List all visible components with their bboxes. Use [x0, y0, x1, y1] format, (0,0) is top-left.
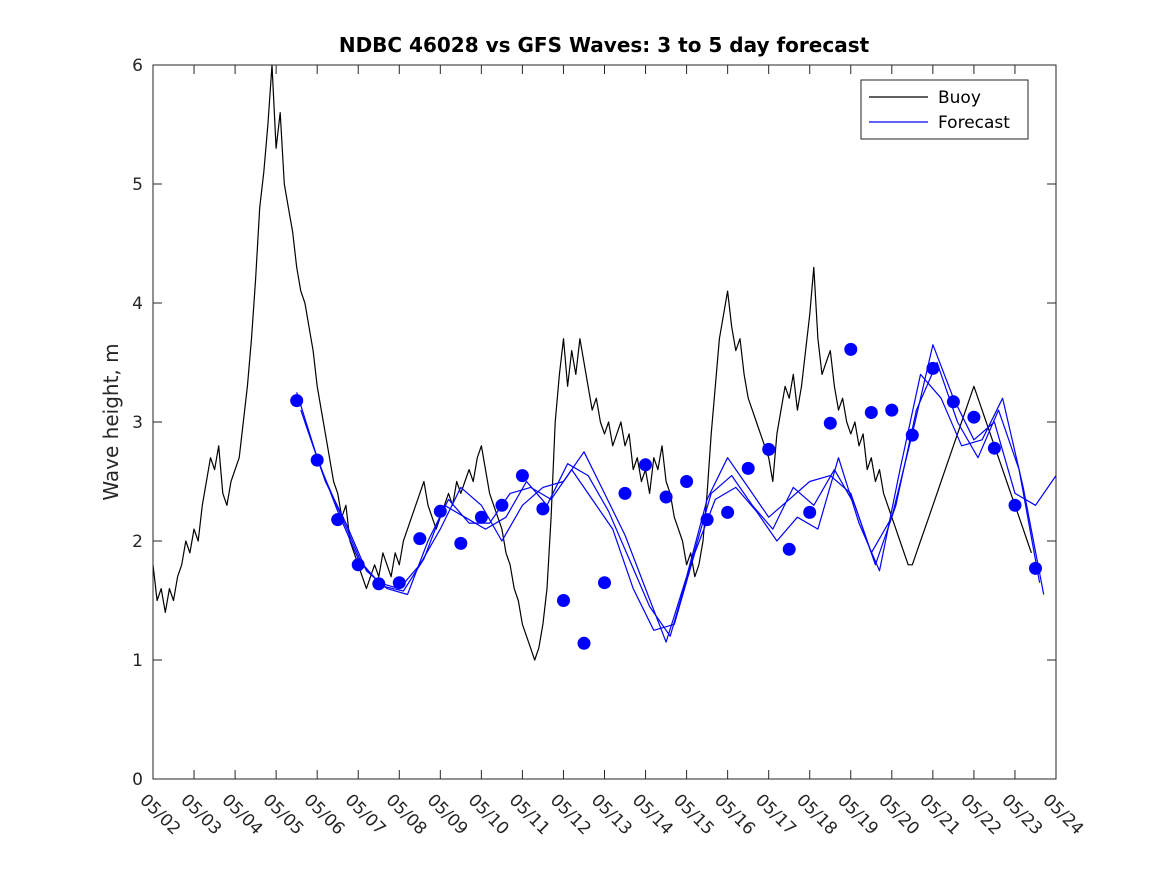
forecast-marker [946, 395, 960, 409]
forecast-marker [290, 394, 304, 408]
y-tick-label: 3 [132, 413, 143, 433]
legend-forecast-label: Forecast [938, 113, 1010, 133]
forecast-marker [803, 505, 817, 519]
forecast-marker [454, 536, 468, 550]
plot-area [152, 64, 1057, 661]
y-axis-label: Wave height, m [99, 343, 123, 500]
forecast-marker [926, 361, 940, 375]
forecast-marker [474, 510, 488, 524]
legend: Buoy Forecast [860, 79, 1029, 140]
forecast-marker [618, 486, 632, 500]
forecast-series-line-3 [304, 373, 1045, 631]
y-tick-label: 1 [132, 651, 143, 671]
forecast-marker [392, 576, 406, 590]
forecast-marker [433, 504, 447, 518]
y-tick-label: 6 [132, 56, 143, 76]
y-tick-label: 4 [132, 294, 143, 314]
forecast-marker [905, 428, 919, 442]
forecast-marker [885, 403, 899, 417]
forecast-marker [372, 577, 386, 591]
forecast-marker [351, 558, 365, 572]
forecast-marker [987, 441, 1001, 455]
forecast-marker [310, 453, 324, 467]
chart-title: NDBC 46028 vs GFS Waves: 3 to 5 day fore… [339, 33, 870, 57]
forecast-marker [536, 502, 550, 516]
forecast-series-line-2 [300, 361, 1041, 637]
y-tick-label: 2 [132, 532, 143, 552]
forecast-marker [721, 505, 735, 519]
forecast-marker [1008, 498, 1022, 512]
forecast-marker [680, 475, 694, 488]
y-tick-label: 0 [132, 770, 143, 790]
forecast-marker [1029, 561, 1042, 575]
forecast-marker [844, 342, 858, 356]
forecast-marker [515, 469, 529, 483]
forecast-marker [659, 490, 673, 504]
forecast-marker [557, 594, 570, 607]
forecast-marker [967, 410, 981, 424]
forecast-marker [741, 461, 755, 475]
forecast-marker [864, 406, 878, 419]
forecast-marker [598, 576, 611, 590]
y-tick-label: 5 [132, 175, 143, 195]
forecast-marker [495, 498, 509, 512]
forecast-marker [413, 532, 427, 546]
forecast-marker [823, 416, 837, 430]
forecast-marker [639, 458, 652, 472]
forecast-marker [700, 513, 714, 527]
forecast-marker [331, 513, 345, 527]
legend-box [860, 79, 1029, 140]
forecast-marker [577, 636, 591, 650]
forecast-series-line-1 [296, 344, 1057, 643]
buoy-series-line [152, 64, 1032, 661]
forecast-marker [762, 442, 776, 456]
legend-buoy-label: Buoy [938, 88, 981, 108]
forecast-marker [782, 542, 796, 556]
